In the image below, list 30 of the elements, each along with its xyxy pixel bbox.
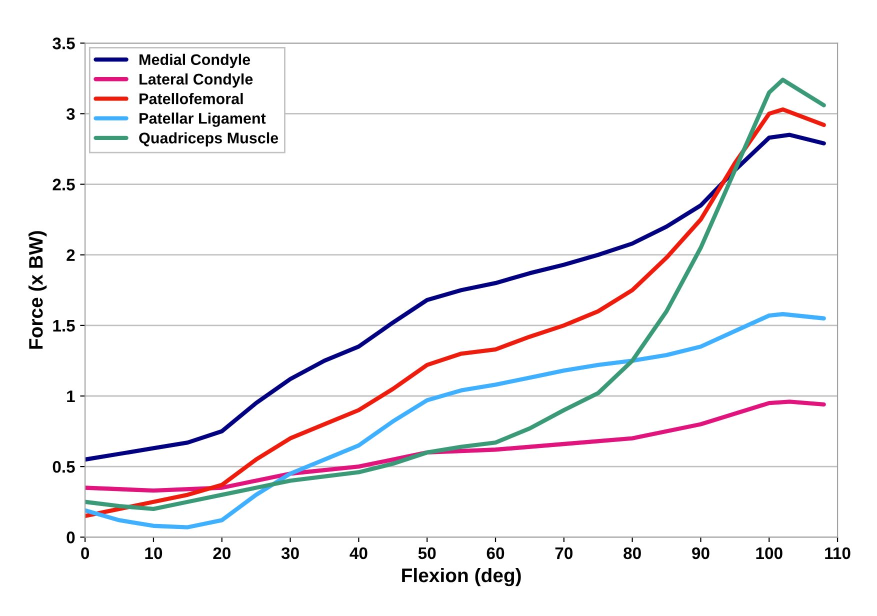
x-tick-label: 90 (692, 547, 710, 560)
y-axis-title: Force (x BW) (28, 231, 47, 349)
line-series (85, 132, 826, 462)
x-tick-label: 30 (281, 547, 299, 560)
x-tick-label: 40 (350, 547, 368, 560)
x-tick-label: 50 (418, 547, 436, 560)
x-axis-title: Flexion (deg) (402, 568, 521, 586)
x-tick-label: 100 (756, 547, 782, 560)
line-series (85, 400, 826, 493)
legend-label: Medial Condyle (140, 54, 250, 68)
legend-label: Patellofemoral (140, 92, 243, 104)
y-tick-label: 1.5 (53, 320, 75, 332)
y-tick-label: 2.5 (52, 178, 75, 190)
x-tick-label: 20 (213, 547, 230, 560)
x-tick-label: 70 (555, 547, 572, 560)
y-tick-label: 0 (66, 532, 75, 544)
legend-label: Patellar Ligament (140, 112, 266, 127)
x-tick-label: 60 (486, 547, 504, 560)
x-tick-label: 110 (825, 547, 850, 560)
x-tick-label: 80 (624, 547, 641, 560)
x-tick-label: 0 (81, 547, 90, 560)
legend-label: Quadriceps Muscle (139, 132, 278, 146)
y-tick-label: 1 (67, 390, 75, 402)
legend-label: Lateral Condyle (140, 73, 253, 88)
x-tick-label: 10 (145, 547, 162, 560)
y-tick-label: 3.5 (52, 38, 75, 50)
y-tick-label: 0.5 (52, 460, 75, 473)
y-tick-label: 2 (66, 249, 75, 261)
y-tick-label: 3 (66, 108, 75, 120)
line-series (85, 312, 826, 530)
